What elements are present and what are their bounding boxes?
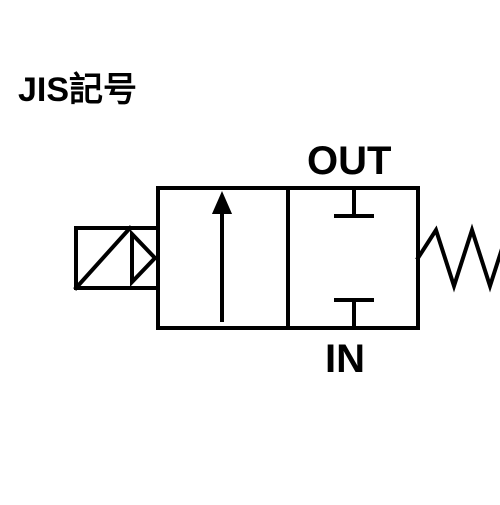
out-label: OUT bbox=[307, 139, 391, 183]
in-label: IN bbox=[325, 337, 365, 381]
diagram-title: JIS記号 bbox=[18, 62, 137, 111]
